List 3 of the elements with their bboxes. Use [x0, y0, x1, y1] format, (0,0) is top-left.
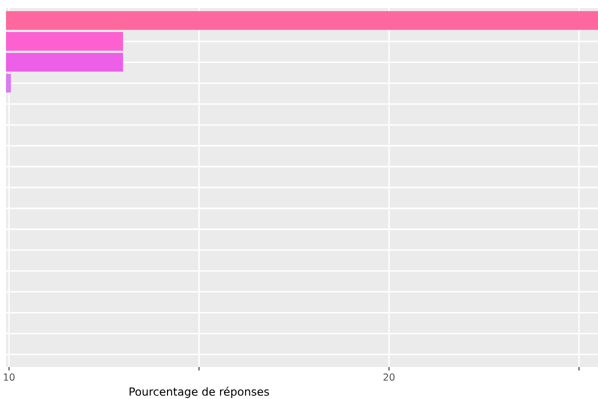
x-axis-title: Pourcentage de réponses	[130, 386, 269, 398]
x-tick-label: 10	[4, 373, 15, 381]
x-tick-label: 20	[384, 373, 395, 381]
